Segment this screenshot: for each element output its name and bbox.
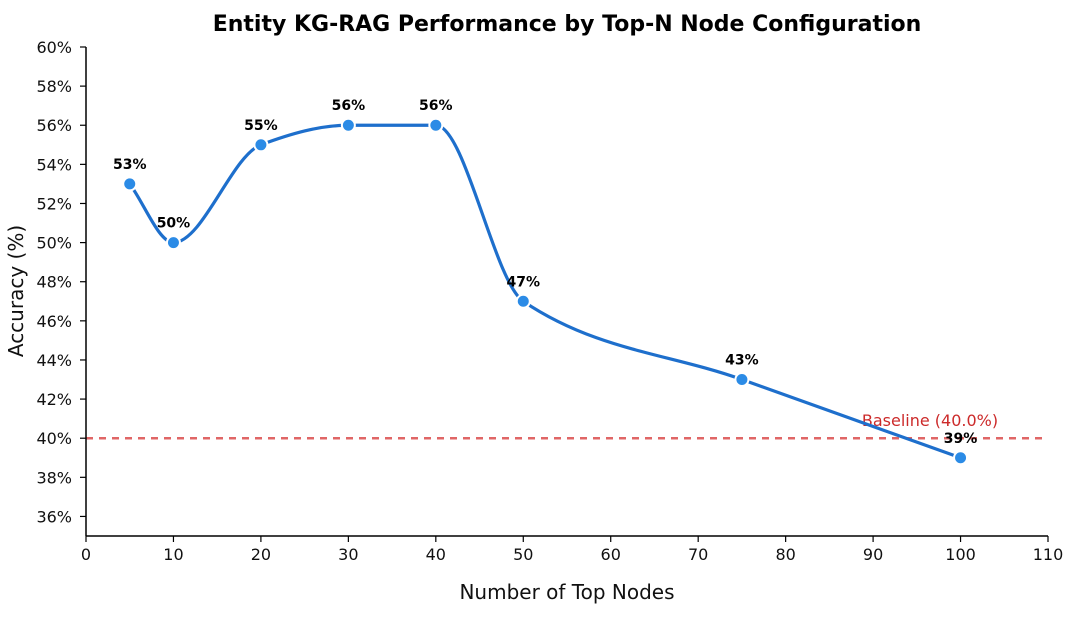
data-label: 53% <box>113 157 147 173</box>
data-label: 55% <box>244 118 278 134</box>
data-label: 50% <box>157 216 191 232</box>
y-tick-label: 54% <box>36 155 72 174</box>
x-tick-label: 100 <box>945 545 976 564</box>
y-tick-label: 48% <box>36 273 72 292</box>
chart-title: Entity KG-RAG Performance by Top-N Node … <box>213 12 922 37</box>
y-tick-label: 36% <box>36 507 72 526</box>
baseline-layer: Baseline (40.0%) <box>86 411 1048 440</box>
y-tick-label: 58% <box>36 77 72 96</box>
data-point <box>953 450 969 466</box>
data-label: 56% <box>419 98 453 114</box>
data-point <box>428 117 444 133</box>
x-tick-label: 80 <box>775 545 795 564</box>
series-line <box>128 123 962 460</box>
data-label: 47% <box>507 274 541 290</box>
y-tick-label: 42% <box>36 390 72 409</box>
x-tick-label: 0 <box>81 545 91 564</box>
data-point <box>253 137 269 153</box>
x-tick-label: 40 <box>426 545 446 564</box>
x-tick-label: 110 <box>1033 545 1064 564</box>
y-tick-label: 52% <box>36 194 72 213</box>
y-tick-label: 56% <box>36 116 72 135</box>
data-label: 56% <box>332 98 366 114</box>
points-layer <box>122 117 969 466</box>
y-tick-label: 46% <box>36 312 72 331</box>
y-tick-label: 38% <box>36 468 72 487</box>
data-point <box>122 176 138 192</box>
y-tick-label: 40% <box>36 429 72 448</box>
data-point <box>165 235 181 251</box>
data-point <box>340 117 356 133</box>
x-tick-label: 90 <box>863 545 883 564</box>
series-layer <box>128 123 962 460</box>
x-tick-label: 70 <box>688 545 708 564</box>
x-axis-label: Number of Top Nodes <box>459 580 674 604</box>
y-tick-label: 60% <box>36 38 72 57</box>
y-tick-label: 44% <box>36 351 72 370</box>
y-axis-label: Accuracy (%) <box>4 225 28 357</box>
data-point <box>515 293 531 309</box>
x-tick-label: 60 <box>601 545 621 564</box>
data-labels-layer: 53% 50% 55% 56% 56% 47% 43% 39% <box>113 98 977 447</box>
y-tick-label: 50% <box>36 234 72 253</box>
baseline-label: Baseline (40.0%) <box>862 411 998 430</box>
x-tick-label: 50 <box>513 545 533 564</box>
axes: 0 10 20 30 40 50 60 70 80 90 100 110 36% 38% 40% 42% 44%… <box>36 38 1063 564</box>
data-point <box>734 372 750 388</box>
data-label: 39% <box>944 431 978 447</box>
data-label: 43% <box>725 353 759 369</box>
x-tick-label: 20 <box>251 545 271 564</box>
x-tick-label: 10 <box>163 545 183 564</box>
x-tick-label: 30 <box>338 545 358 564</box>
